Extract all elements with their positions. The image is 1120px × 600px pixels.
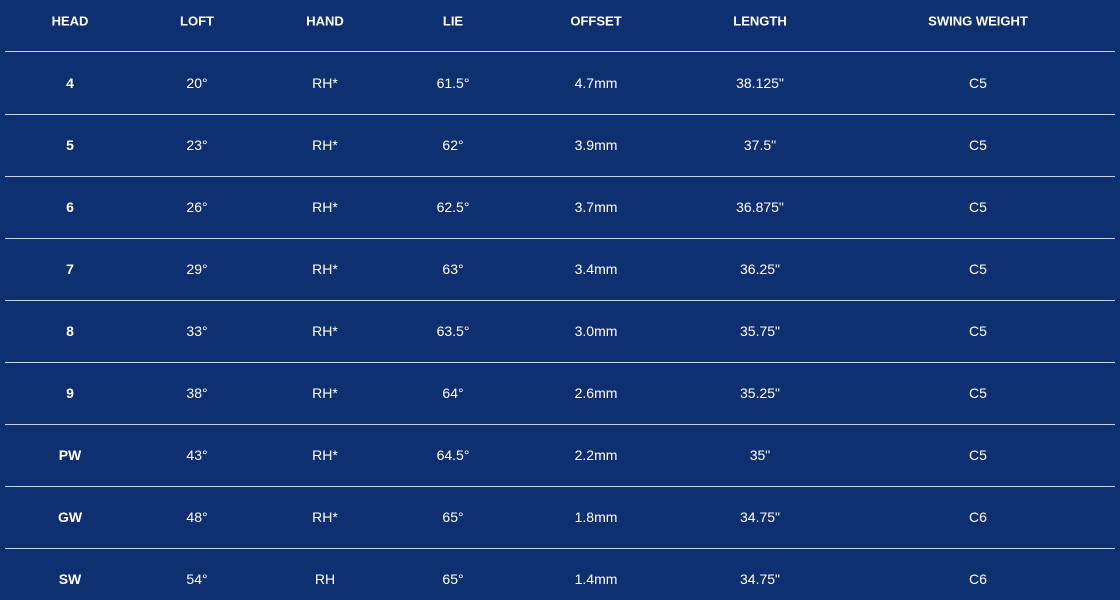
row-head: 7 <box>66 261 74 277</box>
row-divider <box>5 300 1115 301</box>
table-cell: 4.7mm <box>574 75 618 91</box>
table-cell: 48° <box>186 509 208 525</box>
table-cell: RH <box>314 571 336 587</box>
table-cell: 33° <box>186 323 208 339</box>
table-cell: 36.25" <box>739 261 781 277</box>
table-cell: RH* <box>312 509 338 525</box>
table-cell: 20° <box>186 75 208 91</box>
row-head: 6 <box>66 199 74 215</box>
table-cell: 62.5° <box>436 199 470 215</box>
table-cell: 54° <box>186 571 208 587</box>
table-cell: RH* <box>312 75 338 91</box>
table-cell: 38.125" <box>736 75 784 91</box>
table-cell: C5 <box>969 199 987 215</box>
table-cell: 2.6mm <box>574 385 618 401</box>
row-head: GW <box>57 509 83 525</box>
table-cell: RH* <box>312 323 338 339</box>
row-head: SW <box>58 571 82 587</box>
row-divider <box>5 176 1115 177</box>
table-cell: C5 <box>969 137 987 153</box>
column-header: LOFT <box>180 13 214 29</box>
row-divider <box>5 114 1115 115</box>
table-cell: 38° <box>186 385 208 401</box>
column-header: HAND <box>306 13 344 29</box>
table-cell: 34.75" <box>739 509 781 525</box>
row-divider <box>5 548 1115 549</box>
table-cell: 37.5" <box>743 137 777 153</box>
row-divider <box>5 238 1115 239</box>
table-cell: 64° <box>442 385 464 401</box>
table-cell: 23° <box>186 137 208 153</box>
table-cell: 26° <box>186 199 208 215</box>
table-cell: C5 <box>969 323 987 339</box>
table-cell: C6 <box>969 509 987 525</box>
table-cell: C6 <box>969 571 987 587</box>
row-divider <box>5 486 1115 487</box>
table-cell: 65° <box>442 571 464 587</box>
table-cell: 62° <box>442 137 464 153</box>
table-cell: 1.4mm <box>574 571 618 587</box>
row-head: 4 <box>66 75 74 91</box>
row-divider <box>5 424 1115 425</box>
table-cell: 35" <box>749 447 771 463</box>
table-cell: 3.0mm <box>574 323 618 339</box>
row-head: PW <box>58 447 82 463</box>
table-cell: RH* <box>312 199 338 215</box>
table-cell: C5 <box>969 261 987 277</box>
table-cell: RH* <box>312 385 338 401</box>
table-cell: RH* <box>312 137 338 153</box>
table-cell: 35.25" <box>739 385 781 401</box>
row-divider <box>5 362 1115 363</box>
column-header: SWING WEIGHT <box>928 13 1028 29</box>
table-cell: 43° <box>186 447 208 463</box>
table-cell: 61.5° <box>436 75 470 91</box>
table-cell: C5 <box>969 385 987 401</box>
row-head: 8 <box>66 323 74 339</box>
column-header: HEAD <box>51 13 89 29</box>
table-cell: RH* <box>312 261 338 277</box>
table-cell: 65° <box>442 509 464 525</box>
table-cell: 34.75" <box>739 571 781 587</box>
column-header: LENGTH <box>733 13 787 29</box>
table-cell: 3.4mm <box>574 261 618 277</box>
table-cell: 3.7mm <box>574 199 618 215</box>
column-header: OFFSET <box>570 13 622 29</box>
table-cell: 35.75" <box>739 323 781 339</box>
table-cell: 1.8mm <box>574 509 618 525</box>
row-head: 5 <box>66 137 74 153</box>
column-header: LIE <box>442 13 464 29</box>
header-divider <box>5 51 1115 52</box>
table-cell: 36.875" <box>736 199 784 215</box>
table-cell: 2.2mm <box>574 447 618 463</box>
table-cell: C5 <box>969 447 987 463</box>
table-cell: 63° <box>442 261 464 277</box>
table-cell: 63.5° <box>436 323 470 339</box>
table-cell: C5 <box>969 75 987 91</box>
table-cell: 29° <box>186 261 208 277</box>
table-cell: 64.5° <box>436 447 470 463</box>
table-cell: RH* <box>312 447 338 463</box>
table-cell: 3.9mm <box>574 137 618 153</box>
row-head: 9 <box>66 385 74 401</box>
